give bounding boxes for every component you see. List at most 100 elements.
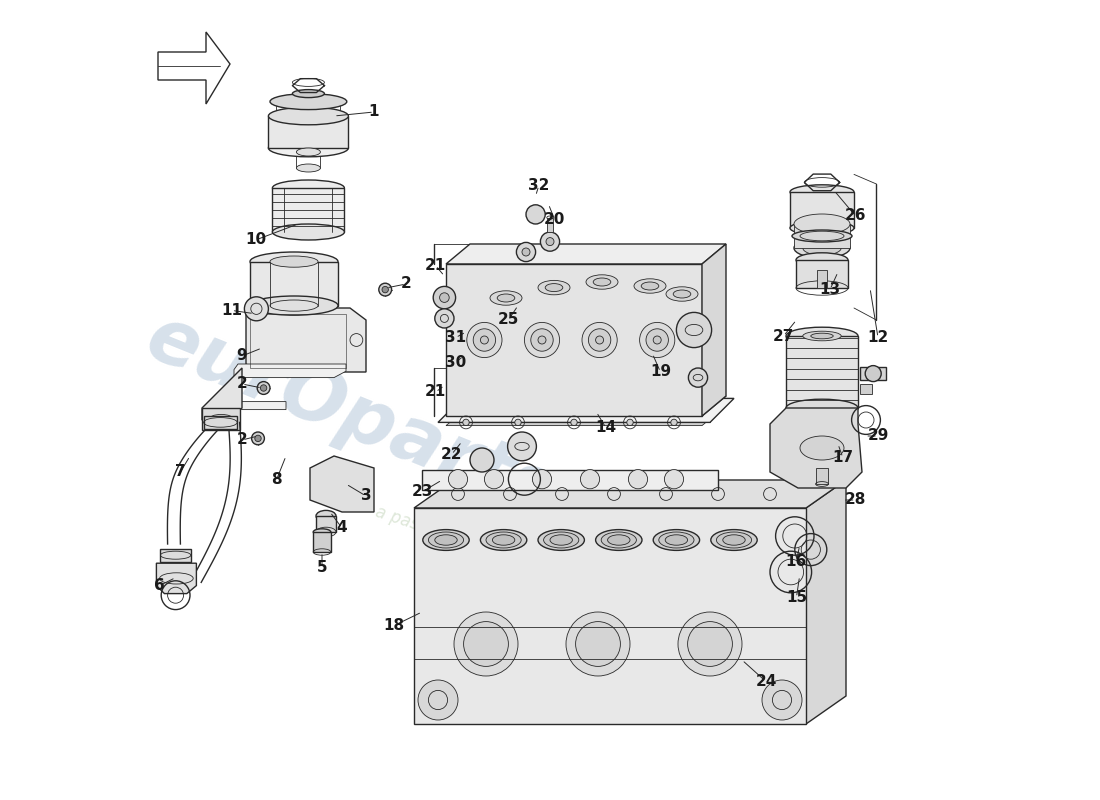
Circle shape [434, 309, 454, 328]
Ellipse shape [273, 224, 344, 240]
Ellipse shape [653, 530, 700, 550]
Ellipse shape [296, 148, 320, 156]
Ellipse shape [538, 280, 570, 295]
Text: 10: 10 [245, 233, 266, 247]
Bar [414, 508, 806, 724]
Ellipse shape [270, 94, 346, 110]
Text: 25: 25 [497, 313, 519, 327]
Text: 30: 30 [446, 355, 466, 370]
Ellipse shape [639, 322, 674, 358]
Ellipse shape [786, 399, 858, 417]
Polygon shape [446, 244, 726, 264]
Ellipse shape [314, 529, 331, 535]
Ellipse shape [595, 336, 604, 344]
Bar [794, 224, 850, 248]
Bar [790, 192, 854, 228]
Polygon shape [446, 396, 726, 416]
Text: 20: 20 [544, 213, 565, 227]
Circle shape [516, 242, 536, 262]
Ellipse shape [792, 230, 852, 242]
Ellipse shape [481, 336, 488, 344]
Bar [422, 470, 718, 490]
Ellipse shape [786, 327, 858, 345]
Ellipse shape [803, 241, 842, 255]
Text: 23: 23 [411, 485, 432, 499]
Bar [860, 384, 872, 394]
Ellipse shape [794, 238, 850, 258]
Ellipse shape [268, 139, 349, 157]
Text: 7: 7 [175, 465, 186, 479]
Circle shape [532, 470, 551, 489]
Ellipse shape [490, 291, 522, 306]
Ellipse shape [293, 90, 324, 98]
Ellipse shape [803, 331, 842, 341]
Circle shape [689, 368, 707, 387]
Bar [815, 468, 828, 484]
Ellipse shape [673, 290, 691, 298]
Ellipse shape [790, 185, 854, 199]
Ellipse shape [543, 532, 579, 548]
Bar [268, 116, 349, 148]
Ellipse shape [270, 256, 318, 267]
Text: 4: 4 [337, 521, 348, 535]
Ellipse shape [250, 296, 338, 315]
Bar [317, 516, 336, 532]
Ellipse shape [486, 532, 521, 548]
Ellipse shape [711, 530, 757, 550]
Text: 11: 11 [221, 303, 242, 318]
Ellipse shape [493, 534, 515, 546]
Polygon shape [806, 480, 846, 724]
Ellipse shape [716, 532, 751, 548]
Polygon shape [438, 398, 734, 422]
Ellipse shape [296, 164, 320, 172]
Circle shape [463, 419, 470, 426]
Text: 15: 15 [785, 590, 807, 605]
Circle shape [418, 680, 458, 720]
Bar [817, 270, 827, 288]
Ellipse shape [641, 282, 659, 290]
Text: 29: 29 [867, 429, 889, 443]
Polygon shape [238, 402, 286, 410]
Circle shape [676, 313, 712, 348]
Ellipse shape [659, 532, 694, 548]
Circle shape [449, 470, 468, 489]
Text: 32: 32 [528, 178, 550, 193]
Ellipse shape [811, 334, 833, 339]
Polygon shape [156, 563, 197, 594]
Text: 6: 6 [154, 578, 165, 593]
Ellipse shape [434, 534, 458, 546]
Ellipse shape [595, 530, 642, 550]
Circle shape [261, 385, 267, 391]
Ellipse shape [428, 532, 463, 548]
Polygon shape [446, 406, 726, 426]
Circle shape [581, 470, 600, 489]
Bar [547, 218, 553, 232]
Ellipse shape [646, 329, 669, 351]
Polygon shape [770, 408, 862, 488]
Text: 14: 14 [595, 421, 617, 435]
Polygon shape [202, 368, 242, 420]
Circle shape [463, 622, 508, 666]
Ellipse shape [666, 534, 688, 546]
Ellipse shape [273, 180, 344, 196]
Circle shape [382, 286, 388, 293]
Text: 18: 18 [384, 618, 405, 633]
Circle shape [484, 470, 504, 489]
Text: 12: 12 [868, 330, 889, 345]
Text: 22: 22 [441, 447, 462, 462]
Polygon shape [246, 308, 366, 372]
Ellipse shape [550, 534, 572, 546]
Circle shape [571, 419, 578, 426]
Circle shape [257, 382, 270, 394]
Polygon shape [234, 364, 346, 378]
Ellipse shape [666, 287, 698, 302]
Circle shape [470, 448, 494, 472]
Circle shape [507, 432, 537, 461]
Ellipse shape [473, 329, 496, 351]
Text: 13: 13 [820, 282, 840, 297]
Text: 5: 5 [317, 561, 328, 575]
Polygon shape [702, 244, 726, 416]
Ellipse shape [466, 322, 502, 358]
Text: 26: 26 [845, 209, 867, 223]
Ellipse shape [607, 534, 630, 546]
